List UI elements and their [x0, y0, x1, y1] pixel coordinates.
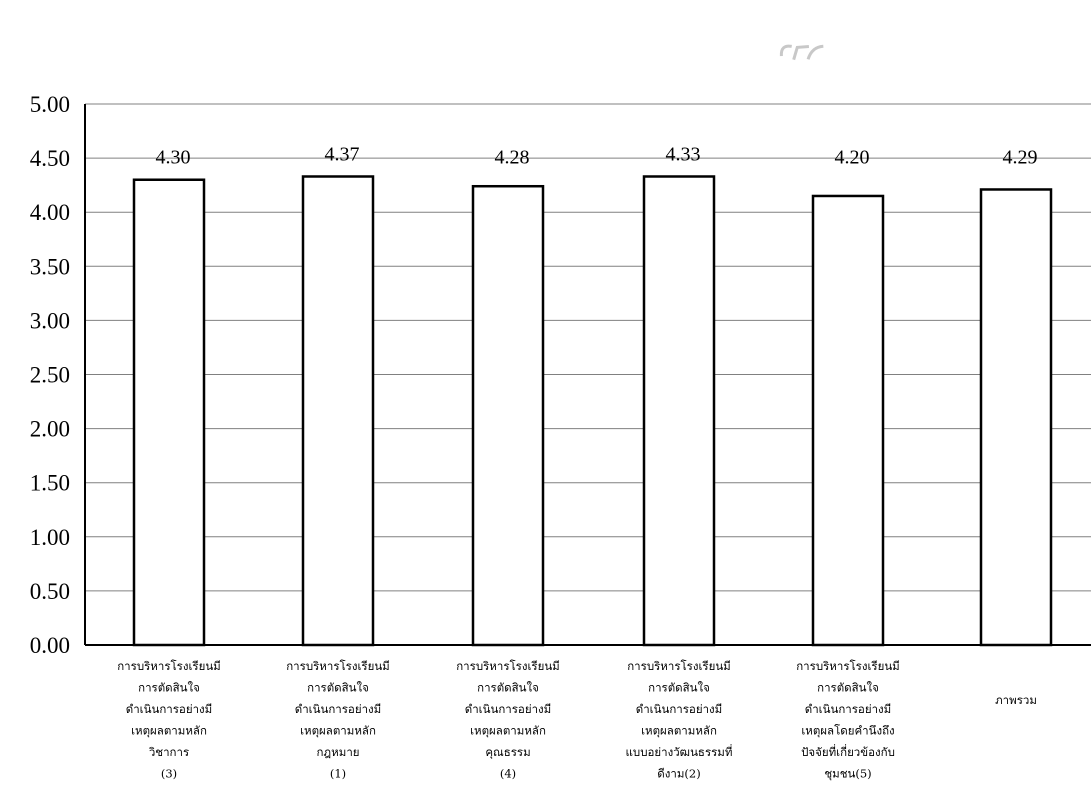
x-category-label: เหตุผลโดยคำนึงถึง	[801, 724, 894, 738]
x-category-label: ดำเนินการอย่างมี	[465, 702, 551, 716]
data-label: 4.30	[156, 147, 191, 169]
y-tick-label: 1.00	[30, 525, 70, 550]
bar	[132, 178, 206, 647]
x-category-label: วิชาการ	[148, 745, 189, 759]
x-category-label: ดำเนินการอย่างมี	[295, 702, 381, 716]
x-category-label: การตัดสินใจ	[307, 681, 369, 695]
x-category-label: ดำเนินการอย่างมี	[126, 702, 212, 716]
data-labels: 4.30 4.37 4.28 4.33 4.20 4.29	[156, 143, 1038, 168]
x-category-label: การบริหารโรงเรียนมี	[286, 659, 390, 673]
bar	[979, 188, 1053, 647]
x-category-label: การบริหารโรงเรียนมี	[627, 659, 731, 673]
bar	[811, 194, 885, 647]
x-category-label: แบบอย่างวัฒนธรรมที่	[626, 744, 733, 759]
x-category-label: (3)	[161, 767, 177, 781]
data-label: 4.33	[666, 143, 701, 165]
y-tick-label: 0.50	[30, 579, 70, 604]
x-category-label: การตัดสินใจ	[817, 681, 879, 695]
y-tick-label: 2.50	[30, 363, 70, 388]
x-category-labels: การบริหารโรงเรียนมีการตัดสินใจดำเนินการอ…	[117, 659, 1037, 781]
x-category-label: ดีงาม(2)	[657, 767, 700, 781]
y-tick-labels: 0.00 0.50 1.00 1.50 2.00 2.50 3.00 3.50 4.00 4.50…	[30, 92, 70, 658]
x-category-label: ดำเนินการอย่างมี	[636, 702, 722, 716]
x-category-label: (4)	[500, 767, 516, 781]
x-category-label: เหตุผลตามหลัก	[641, 724, 717, 738]
y-tick-label: 4.00	[30, 200, 70, 225]
x-category-label: การตัดสินใจ	[138, 681, 200, 695]
y-tick-label: 5.00	[30, 92, 70, 117]
data-label: 4.37	[325, 143, 360, 165]
x-category-label: การบริหารโรงเรียนมี	[117, 659, 221, 673]
x-category-label: ปัจจัยที่เกี่ยวข้องกับ	[801, 744, 895, 759]
data-label: 4.29	[1003, 147, 1038, 169]
axes	[84, 104, 1091, 646]
x-category-label: ภาพรวม	[995, 693, 1037, 707]
x-category-label: คุณธรรม	[485, 745, 530, 759]
x-category-label: เหตุผลตามหลัก	[131, 724, 207, 738]
watermark-logo	[779, 44, 824, 61]
x-category-label: การตัดสินใจ	[648, 681, 710, 695]
y-tick-label: 0.00	[30, 633, 70, 658]
bars	[132, 175, 1053, 647]
x-category-label: เหตุผลตามหลัก	[470, 724, 546, 738]
bar	[642, 175, 716, 647]
data-label: 4.20	[835, 147, 870, 169]
x-category-label: ชุมชน(5)	[824, 767, 871, 781]
x-category-label: (1)	[330, 767, 346, 781]
x-category-label: ดำเนินการอย่างมี	[805, 702, 891, 716]
y-tick-label: 3.50	[30, 254, 70, 279]
x-category-label: การบริหารโรงเรียนมี	[456, 659, 560, 673]
y-tick-label: 2.00	[30, 417, 70, 442]
x-category-label: กฎหมาย	[316, 745, 359, 759]
data-label: 4.28	[495, 147, 530, 169]
x-category-label: เหตุผลตามหลัก	[300, 724, 376, 738]
x-category-label: การบริหารโรงเรียนมี	[796, 659, 900, 673]
x-category-label: การตัดสินใจ	[477, 681, 539, 695]
gridlines	[85, 103, 1091, 592]
bar	[301, 175, 375, 647]
y-tick-label: 1.50	[30, 471, 70, 496]
y-tick-label: 4.50	[30, 146, 70, 171]
y-tick-label: 3.00	[30, 308, 70, 333]
bar	[471, 184, 545, 647]
